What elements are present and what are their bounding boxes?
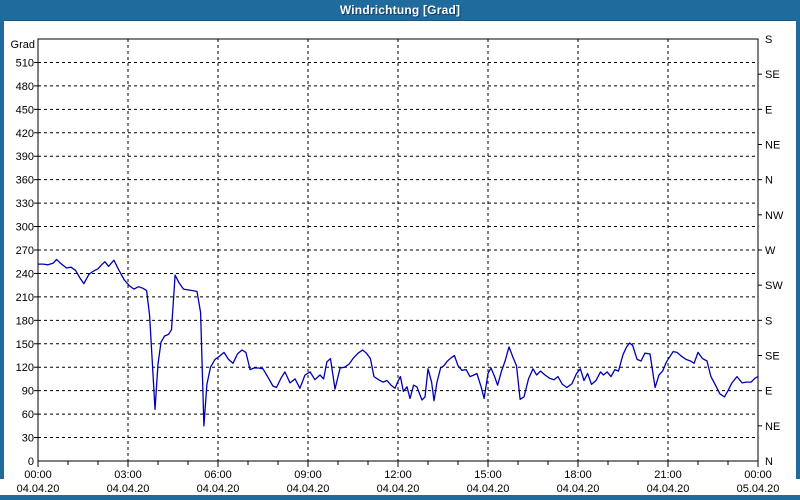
x-time-label: 00:00 [24, 469, 52, 481]
y-right-compass-label: SW [765, 280, 783, 292]
y-left-tick-label: 360 [16, 175, 34, 187]
y-left-tick-label: 90 [22, 386, 34, 398]
y-axis-unit-label: Grad [11, 39, 35, 51]
y-left-tick-label: 120 [16, 362, 34, 374]
y-right-compass-label: NW [765, 210, 784, 222]
y-left-tick-label: 420 [16, 128, 34, 140]
window-title-bar: Windrichtung [Grad] [0, 0, 800, 21]
x-date-label: 04.04.20 [377, 483, 420, 495]
x-date-label: 04.04.20 [467, 483, 510, 495]
y-right-compass-label: SE [765, 69, 780, 81]
y-left-tick-label: 300 [16, 222, 34, 234]
y-left-tick-label: 330 [16, 198, 34, 210]
y-right-compass-label: S [765, 315, 772, 327]
x-date-label: 04.04.20 [647, 483, 690, 495]
y-right-compass-label: NE [765, 421, 780, 433]
x-time-label: 18:00 [564, 469, 592, 481]
y-right-compass-label: SE [765, 351, 780, 363]
window-title: Windrichtung [Grad] [339, 3, 461, 17]
chart-content-area: 0 30 60 90 120 150 180 210 240 270 300 330 360 390 420… [4, 21, 796, 495]
wind-direction-chart: 0 30 60 90 120 150 180 210 240 270 300 330 360 390 420… [11, 34, 784, 495]
y-right-compass-label: NE [765, 140, 780, 152]
y-right-compass-label: E [765, 386, 772, 398]
y-left-tick-label: 180 [16, 315, 34, 327]
x-time-label: 03:00 [114, 469, 142, 481]
y-right-compass-label: E [765, 104, 772, 116]
x-time-label: 09:00 [294, 469, 322, 481]
x-time-label: 12:00 [384, 469, 412, 481]
y-left-tick-label: 240 [16, 268, 34, 280]
y-left-tick-label: 210 [16, 292, 34, 304]
x-date-label: 04.04.20 [557, 483, 600, 495]
x-time-label: 15:00 [474, 469, 502, 481]
y-right-compass-label: W [765, 245, 776, 257]
y-right-compass-label: S [765, 34, 772, 46]
window-border-bottom [0, 495, 800, 500]
x-time-label: 21:00 [654, 469, 682, 481]
y-left-tick-label: 0 [28, 456, 34, 468]
y-left-tick-label: 450 [16, 104, 34, 116]
x-date-label: 04.04.20 [287, 483, 330, 495]
x-time-label: 06:00 [204, 469, 232, 481]
y-right-compass-label: N [765, 175, 773, 187]
y-left-tick-label: 150 [16, 339, 34, 351]
y-left-tick-label: 480 [16, 81, 34, 93]
window-border-left [0, 0, 4, 479]
x-date-label: 04.04.20 [197, 483, 240, 495]
y-left-tick-label: 390 [16, 151, 34, 163]
x-date-label: 05.04.20 [737, 483, 780, 495]
x-date-label: 04.04.20 [107, 483, 150, 495]
window-border-right [796, 0, 800, 479]
y-left-tick-label: 270 [16, 245, 34, 257]
y-right-compass-label: N [765, 456, 773, 468]
x-time-label: 00:00 [744, 469, 772, 481]
y-left-tick-label: 510 [16, 57, 34, 69]
x-date-label: 04.04.20 [17, 483, 60, 495]
y-left-tick-label: 30 [22, 433, 34, 445]
y-left-tick-label: 60 [22, 409, 34, 421]
series-line-windrichtung [37, 258, 759, 427]
